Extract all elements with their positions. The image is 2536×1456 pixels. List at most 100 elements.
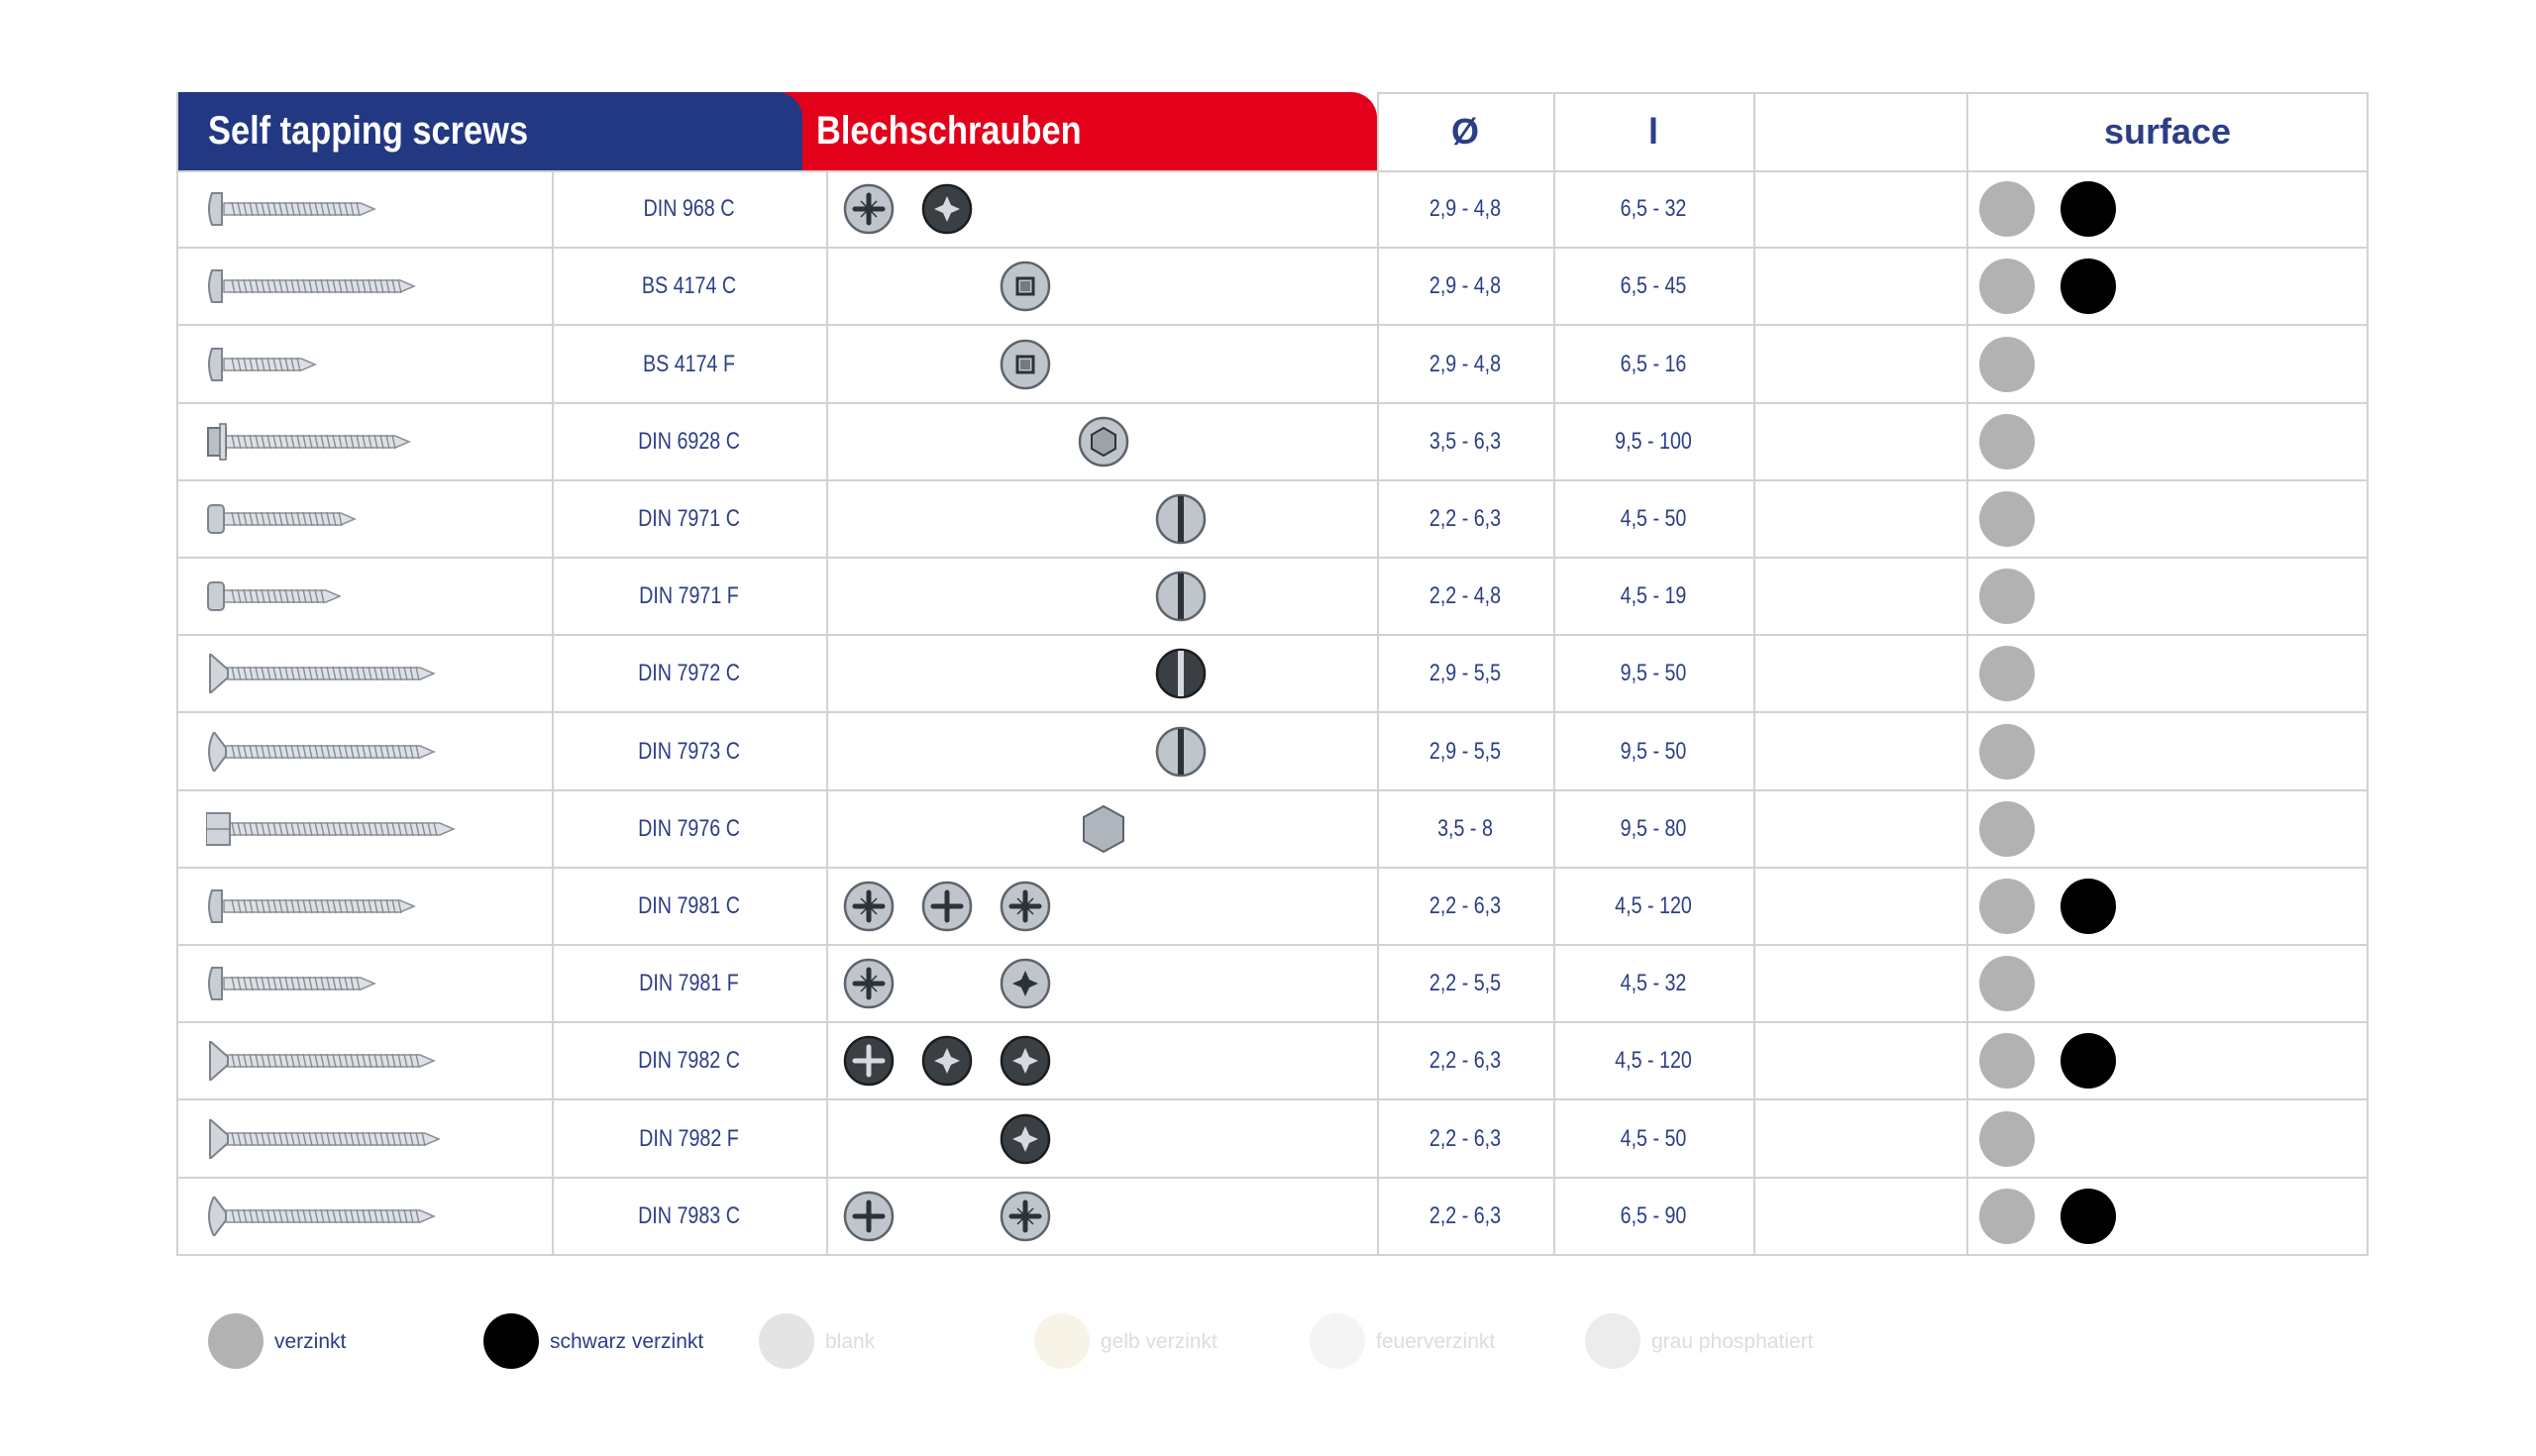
norm-cell: DIN 7971 F [639, 582, 739, 610]
length-cell: 9,5 - 100 [1615, 427, 1692, 455]
screw-image [206, 422, 413, 467]
verzinkt-swatch [1979, 259, 2035, 315]
verzinkt-swatch [1979, 181, 2035, 238]
length-cell: 6,5 - 16 [1620, 350, 1687, 377]
diameter-cell: 2,9 - 4,8 [1428, 350, 1502, 377]
legend-swatch [483, 1313, 539, 1369]
col-header-blank [1753, 92, 1966, 170]
norm-cell: DIN 7972 C [638, 660, 740, 687]
grid-hline [176, 1176, 2369, 1179]
hex-washer-head-icon [1078, 416, 1129, 468]
schwarz-verzinkt-swatch [2060, 181, 2116, 238]
legend-swatch [759, 1313, 814, 1369]
screw-image [206, 1039, 438, 1086]
screw-image [206, 266, 418, 311]
torx-dark-head-icon [921, 1035, 973, 1087]
grid-hline [176, 1253, 2369, 1256]
length-cell: 9,5 - 50 [1620, 737, 1687, 765]
norm-cell: DIN 7982 C [638, 1047, 740, 1075]
screw-image [206, 964, 378, 1008]
diameter-cell: 2,2 - 6,3 [1428, 891, 1502, 919]
length-cell: 4,5 - 50 [1620, 1124, 1687, 1152]
pozi-head-icon [1000, 881, 1051, 932]
legend-swatch [208, 1313, 264, 1369]
grid-hline [176, 401, 2369, 404]
norm-cell: DIN 7971 C [638, 504, 740, 532]
diameter-cell: 2,2 - 5,5 [1428, 970, 1502, 997]
verzinkt-swatch [1979, 646, 2035, 702]
schwarz-verzinkt-swatch [2060, 1033, 2116, 1090]
legend-swatch [1034, 1313, 1090, 1369]
length-cell: 6,5 - 45 [1620, 272, 1687, 300]
torx-dark-head-icon [1000, 1035, 1051, 1087]
grid-hline [176, 478, 2369, 481]
screw-image [206, 345, 319, 389]
grid-hline [176, 1021, 2369, 1024]
grid-vline [1553, 92, 1555, 1255]
length-cell: 4,5 - 19 [1620, 582, 1687, 610]
slot-head-icon [1155, 726, 1207, 778]
header-band-red [783, 92, 1377, 170]
norm-cell: DIN 7981 F [639, 970, 739, 997]
pozi-head-icon [843, 881, 895, 932]
grid-vline [1753, 92, 1755, 1255]
verzinkt-swatch [1979, 1110, 2035, 1167]
hex-head-icon [1078, 803, 1129, 855]
grid-hline [176, 324, 2369, 327]
diameter-cell: 2,2 - 4,8 [1428, 582, 1502, 610]
square-head-icon [1000, 339, 1051, 390]
legend-label: feuerverzinkt [1376, 1330, 1496, 1353]
length-cell: 4,5 - 120 [1615, 1047, 1692, 1075]
legend-label: verzinkt [274, 1330, 347, 1353]
pozi-head-icon [1000, 1191, 1051, 1242]
length-cell: 4,5 - 32 [1620, 970, 1687, 997]
torx-head-icon [1000, 958, 1051, 1009]
verzinkt-swatch [1979, 800, 2035, 857]
legend-label: grau phosphatiert [1651, 1330, 1814, 1353]
legend-swatch [1585, 1313, 1640, 1369]
norm-cell: BS 4174 F [643, 350, 735, 377]
grid-hline [176, 788, 2369, 791]
verzinkt-swatch [1979, 569, 2035, 625]
pozi-head-icon [843, 183, 895, 235]
diameter-cell: 2,2 - 6,3 [1428, 1047, 1502, 1075]
norm-cell: DIN 968 C [643, 195, 735, 223]
screw-image [206, 886, 418, 931]
length-cell: 6,5 - 90 [1620, 1201, 1687, 1229]
verzinkt-swatch [1979, 956, 2035, 1012]
verzinkt-swatch [1979, 336, 2035, 392]
diameter-cell: 2,2 - 6,3 [1428, 1201, 1502, 1229]
legend-label: schwarz verzinkt [550, 1330, 704, 1353]
title-de: Blechschrauben [816, 109, 1082, 153]
length-cell: 9,5 - 50 [1620, 660, 1687, 687]
grid-hline [176, 944, 2369, 946]
slot-head-icon [1155, 571, 1207, 622]
schwarz-verzinkt-swatch [2060, 1188, 2116, 1244]
screw-image [206, 652, 438, 698]
diameter-cell: 3,5 - 6,3 [1428, 427, 1502, 455]
verzinkt-swatch [1979, 878, 2035, 934]
schwarz-verzinkt-swatch [2060, 878, 2116, 934]
col-header-surface: surface [2103, 111, 2232, 152]
legend-label: blank [825, 1330, 876, 1353]
grid-hline [1377, 92, 2369, 94]
grid-hline [176, 247, 2369, 250]
screw-image [206, 1194, 438, 1241]
grid-vline [1377, 92, 1379, 1255]
square-head-icon [1000, 260, 1051, 312]
screw-image [206, 576, 344, 621]
grid-vline [1966, 92, 1968, 1255]
norm-cell: DIN 6928 C [638, 427, 740, 455]
pozi-head-icon [843, 958, 895, 1009]
legend-swatch [1310, 1313, 1365, 1369]
schwarz-verzinkt-swatch [2060, 259, 2116, 315]
length-cell: 6,5 - 32 [1620, 195, 1687, 223]
phillips-dark-head-icon [843, 1035, 895, 1087]
diameter-cell: 2,2 - 6,3 [1428, 504, 1502, 532]
screw-image [206, 189, 378, 234]
length-cell: 4,5 - 50 [1620, 504, 1687, 532]
legend-label: gelb verzinkt [1101, 1330, 1217, 1353]
diameter-cell: 2,9 - 4,8 [1428, 272, 1502, 300]
grid-hline [176, 634, 2369, 637]
diameter-cell: 2,2 - 6,3 [1428, 1124, 1502, 1152]
